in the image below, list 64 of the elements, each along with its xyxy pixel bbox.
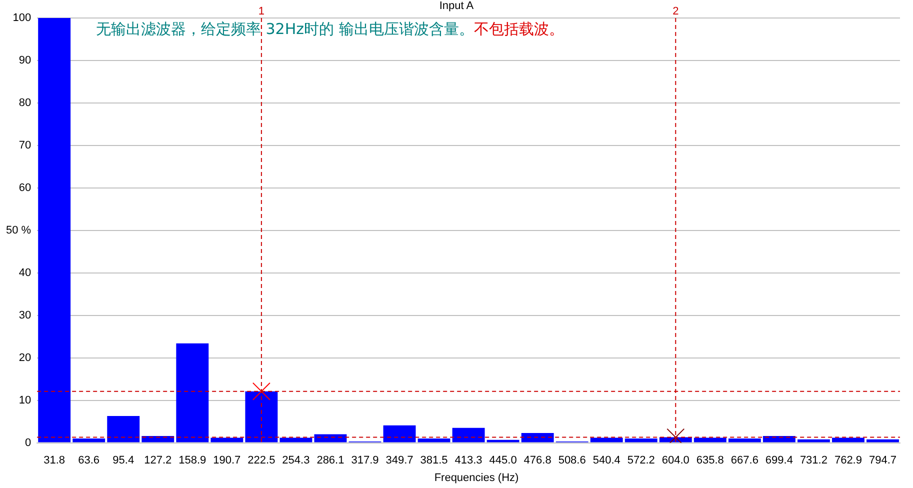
bar	[245, 391, 278, 442]
bar	[762, 436, 796, 442]
x-tick-label: 158.9	[178, 454, 206, 466]
y-tick-label: 90	[18, 54, 32, 67]
bar	[176, 343, 209, 442]
x-tick-label: 762.9	[834, 454, 862, 466]
bar	[728, 438, 761, 442]
x-tick-label: 731.2	[800, 454, 828, 466]
bar	[280, 438, 312, 442]
y-tick-label: 50 %	[6, 224, 32, 236]
bar	[142, 436, 174, 442]
x-tick-label: 222.5	[248, 454, 276, 466]
bar	[210, 438, 244, 442]
x-tick-label: 381.5	[420, 454, 448, 466]
x-tick-label: 413.3	[454, 454, 482, 466]
bar	[832, 438, 864, 442]
x-tick-label: 667.6	[730, 454, 758, 466]
y-tick-label: 100	[12, 12, 32, 24]
annotation: 无输出滤波器，给定频率 32Hz时的 输出电压谐波含量。	[96, 20, 474, 38]
bar	[624, 438, 658, 442]
y-tick-label: 0	[24, 436, 32, 449]
bar	[418, 438, 450, 442]
x-tick-label: 95.4	[112, 454, 134, 466]
x-tick-label: 254.3	[282, 454, 310, 466]
bar	[694, 438, 726, 442]
y-tick-label: 80	[18, 96, 32, 109]
x-tick-label: 476.8	[524, 454, 552, 466]
x-tick-label: 31.8	[44, 454, 66, 466]
x-tick-label: 540.4	[592, 454, 620, 466]
x-tick-label: 445.0	[489, 454, 517, 466]
bar	[797, 439, 830, 442]
x-tick-label: 349.7	[386, 454, 414, 466]
bar	[72, 438, 106, 442]
x-tick-label: 190.7	[213, 454, 241, 466]
bar	[486, 440, 520, 442]
x-tick-label: 572.2	[627, 454, 655, 466]
bar	[590, 438, 623, 442]
x-tick-label: 317.9	[351, 454, 379, 466]
y-tick-label: 20	[18, 352, 32, 364]
x-axis-title: Frequencies (Hz)	[433, 472, 520, 484]
bar	[521, 433, 554, 442]
bar	[452, 428, 485, 442]
bar	[38, 18, 71, 442]
bar	[866, 439, 899, 442]
y-tick-label: 60	[18, 182, 32, 194]
x-tick-label: 604.0	[662, 454, 690, 466]
x-tick-label: 508.6	[558, 454, 586, 466]
bar	[314, 434, 347, 442]
x-tick-label: 794.7	[868, 454, 897, 466]
y-tick-label: 10	[18, 394, 32, 406]
x-tick-label: 635.8	[696, 454, 724, 466]
bar	[107, 416, 140, 442]
y-tick-label: 30	[18, 309, 32, 322]
x-tick-label: 63.6	[78, 454, 100, 466]
y-tick-label: 70	[18, 139, 32, 152]
annotation: 不包括载波。	[474, 20, 564, 38]
y-tick-label: 40	[18, 266, 32, 279]
x-tick-label: 699.4	[765, 454, 793, 466]
ref-line-label: 2	[672, 6, 679, 18]
ref-line-label: 1	[258, 6, 264, 18]
bar	[383, 425, 416, 442]
x-tick-label: 286.1	[316, 454, 344, 466]
x-tick-label: 127.2	[144, 454, 172, 466]
chart-title: Input A	[439, 0, 474, 12]
